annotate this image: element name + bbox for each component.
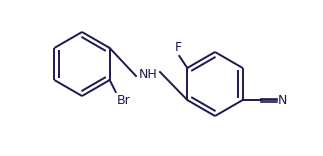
Text: F: F bbox=[175, 41, 182, 54]
Text: Br: Br bbox=[117, 94, 130, 107]
Text: N: N bbox=[278, 93, 287, 107]
Text: NH: NH bbox=[139, 68, 157, 80]
